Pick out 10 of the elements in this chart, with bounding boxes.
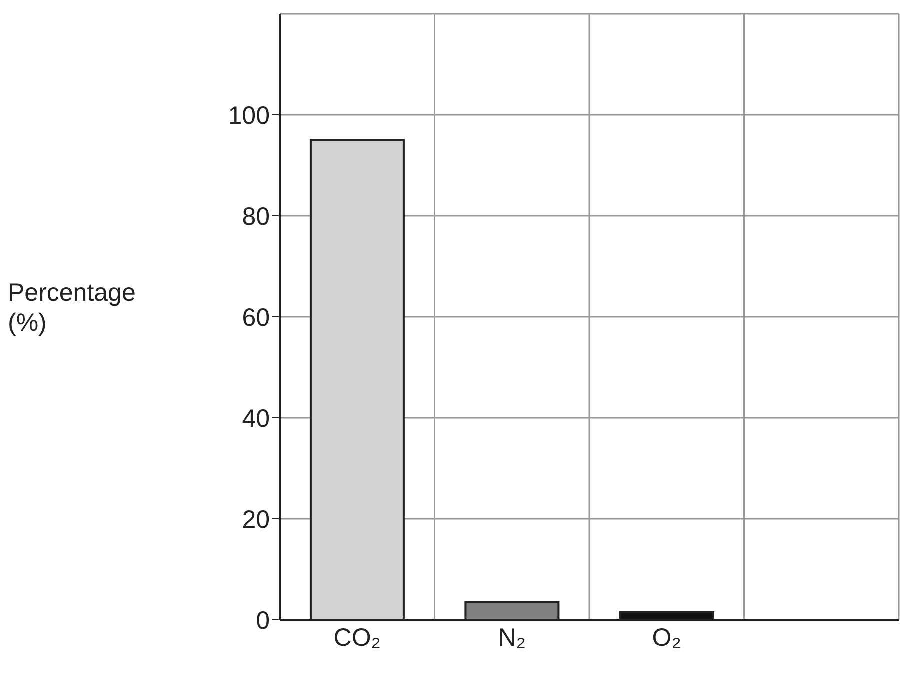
y-tick-label: 40 <box>242 404 270 433</box>
y-axis-title: Percentage (%) <box>8 278 137 338</box>
y-tick-label: 0 <box>256 606 270 635</box>
y-tick-label: 20 <box>242 506 270 534</box>
x-tick-label: N₂ <box>498 624 526 652</box>
y-tick-label: 60 <box>242 304 270 332</box>
y-tick-label: 100 <box>228 102 270 130</box>
x-tick-label: CO₂ <box>334 624 381 652</box>
x-tick-label: O₂ <box>652 624 682 652</box>
y-tick-label: 80 <box>242 202 270 231</box>
